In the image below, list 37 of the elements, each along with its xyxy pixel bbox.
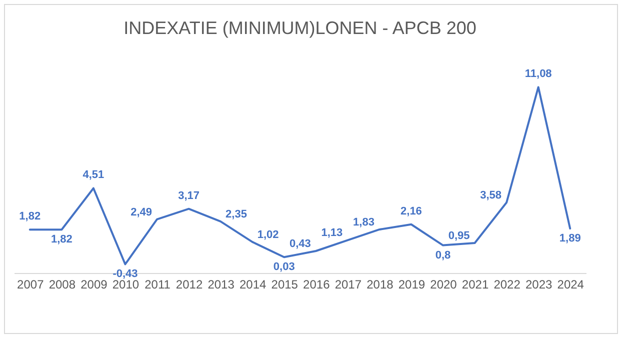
data-label: -0,43	[112, 268, 138, 280]
x-tick-label: 2007	[17, 278, 44, 292]
data-label: 1,82	[19, 210, 41, 223]
data-label: 11,08	[524, 68, 552, 80]
data-label: 1,02	[257, 228, 279, 241]
data-label: 1,13	[321, 227, 343, 240]
data-label: 3,58	[480, 190, 502, 202]
x-tick-label: 2022	[494, 278, 521, 292]
data-label: 0,03	[273, 261, 295, 274]
x-tick-label: 2008	[48, 278, 76, 292]
x-tick-label: 2024	[557, 278, 584, 292]
x-tick-label: 2021	[462, 278, 489, 292]
x-tick-label: 2013	[208, 278, 235, 292]
data-label: 0,95	[448, 230, 470, 242]
x-tick-label: 2010	[112, 278, 140, 292]
chart-title: INDEXATIE (MINIMUM)LONEN - APCB 200	[124, 18, 476, 38]
x-tick-label: 2015	[271, 278, 298, 292]
data-label: 0,8	[435, 249, 451, 262]
data-label: 3,17	[178, 190, 200, 202]
x-tick-label: 2012	[176, 278, 203, 292]
data-label: 4,51	[82, 169, 104, 182]
data-label: 0,43	[289, 238, 311, 250]
data-label: 1,83	[353, 216, 374, 228]
data-label: 2,16	[400, 205, 422, 218]
x-tick-label: 2016	[303, 278, 330, 292]
x-tick-label: 2023	[525, 278, 553, 292]
data-label: 1,89	[559, 232, 581, 245]
x-tick-label: 2018	[366, 278, 394, 292]
x-tick-label: 2011	[144, 278, 171, 292]
data-label: 2,35	[226, 208, 247, 220]
x-tick-label: 2014	[239, 278, 267, 292]
x-tick-label: 2019	[398, 278, 426, 292]
data-label: 2,49	[130, 206, 152, 218]
x-tick-label: 2009	[80, 278, 108, 292]
data-label: 1,82	[50, 234, 72, 246]
x-tick-label: 2017	[334, 278, 362, 292]
x-tick-label: 2020	[430, 278, 458, 292]
